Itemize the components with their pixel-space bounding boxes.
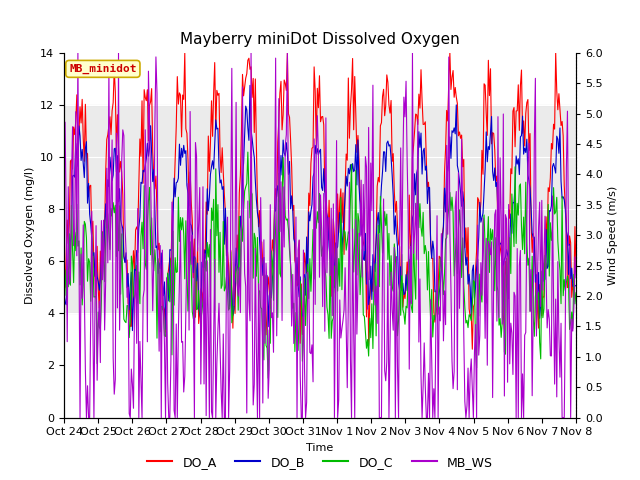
Text: MB_minidot: MB_minidot bbox=[69, 64, 136, 74]
Y-axis label: Wind Speed (m/s): Wind Speed (m/s) bbox=[609, 186, 618, 285]
X-axis label: Time: Time bbox=[307, 443, 333, 453]
Bar bbox=[64, 105, 576, 313]
Y-axis label: Dissolved Oxygen (mg/l): Dissolved Oxygen (mg/l) bbox=[24, 167, 35, 304]
Title: Mayberry miniDot Dissolved Oxygen: Mayberry miniDot Dissolved Oxygen bbox=[180, 33, 460, 48]
Legend: DO_A, DO_B, DO_C, MB_WS: DO_A, DO_B, DO_C, MB_WS bbox=[142, 451, 498, 474]
